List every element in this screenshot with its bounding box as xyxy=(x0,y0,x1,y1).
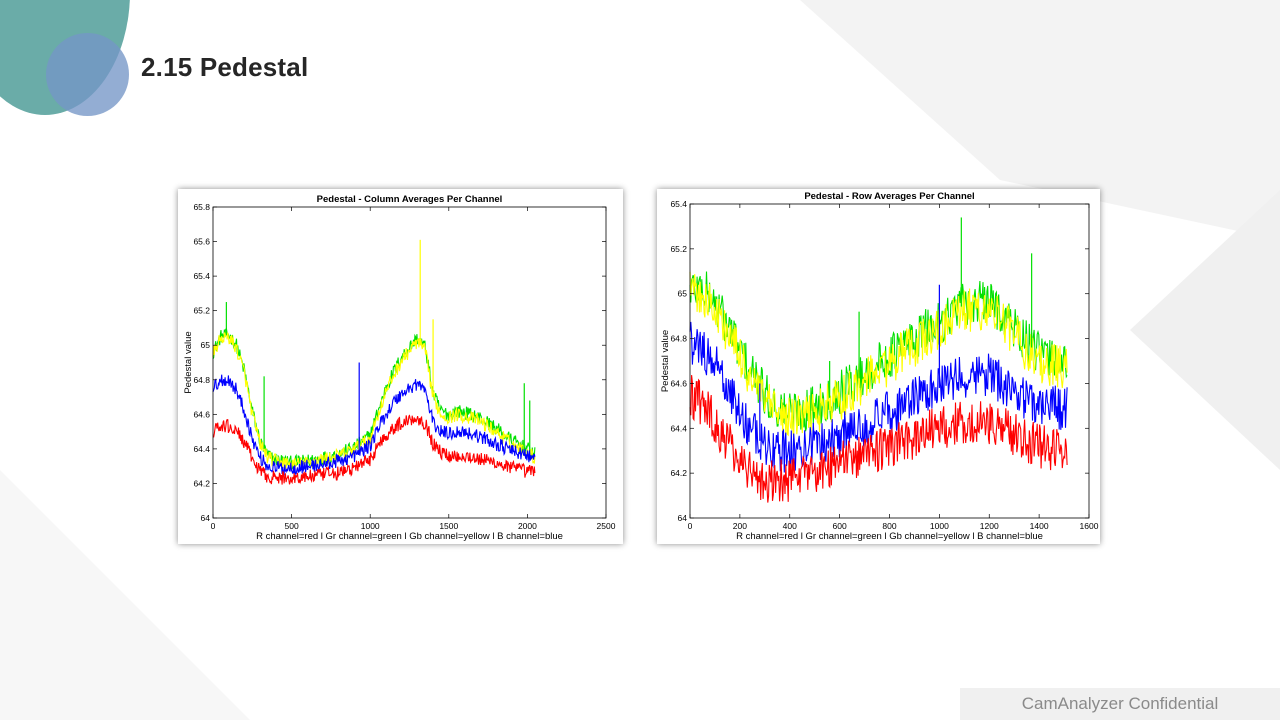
series-line-yellow xyxy=(689,271,1068,437)
x-tick-label: 400 xyxy=(783,521,797,531)
background-shape-top-right xyxy=(800,0,1280,240)
x-tick-label: 600 xyxy=(833,521,847,531)
x-tick-label: 1200 xyxy=(980,521,999,531)
confidential-footer: CamAnalyzer Confidential xyxy=(960,688,1280,720)
x-tick-label: 1000 xyxy=(361,521,380,531)
x-tick-label: 2500 xyxy=(597,521,616,531)
y-tick-label: 65 xyxy=(201,340,211,350)
series-line-red xyxy=(213,414,536,485)
column-averages-chart: Pedestal - Column Averages Per Channel 0 5… xyxy=(178,189,623,544)
series-green xyxy=(212,327,536,470)
y-tick-label: 65 xyxy=(678,289,688,299)
series-red xyxy=(213,414,536,485)
background-shape-right xyxy=(1130,190,1280,470)
series-blue xyxy=(212,374,536,477)
y-tick-label: 64.2 xyxy=(193,478,210,488)
y-tick-label: 64.8 xyxy=(670,334,687,344)
series-yellow xyxy=(689,271,1068,437)
y-tick-label: 64.6 xyxy=(193,409,210,419)
series-line-yellow xyxy=(212,330,536,471)
series-line-blue xyxy=(689,321,1068,473)
x-axis-label: R channel=red l Gr channel=green l Gb ch… xyxy=(256,531,563,542)
x-tick-label: 1400 xyxy=(1030,521,1049,531)
row-averages-plot: Pedestal - Row Averages Per Channel 0 200 4… xyxy=(660,191,1099,542)
row-averages-chart: Pedestal - Row Averages Per Channel 0 200 4… xyxy=(657,189,1100,544)
y-tick-label: 65.2 xyxy=(670,244,687,254)
x-tick-label: 0 xyxy=(211,521,216,531)
x-tick-label: 200 xyxy=(733,521,747,531)
y-tick-label: 65.6 xyxy=(193,237,210,247)
series-line-red xyxy=(689,375,1068,503)
y-tick-label: 65.8 xyxy=(193,202,210,212)
y-tick-label: 64.2 xyxy=(670,468,687,478)
background-shape-bottom-left xyxy=(0,470,250,720)
chart-title: Pedestal - Column Averages Per Channel xyxy=(317,194,503,205)
y-tick-label: 64 xyxy=(201,513,211,523)
y-tick-label: 65.4 xyxy=(193,271,210,281)
y-tick-label: 64.4 xyxy=(193,444,210,454)
slide-title: 2.15 Pedestal xyxy=(141,52,309,82)
y-tick-label: 64 xyxy=(678,513,688,523)
series-line-blue xyxy=(212,374,536,477)
column-averages-plot: Pedestal - Column Averages Per Channel 0 5… xyxy=(183,194,616,542)
chart-title: Pedestal - Row Averages Per Channel xyxy=(804,191,974,202)
series-blue xyxy=(689,321,1068,473)
x-tick-label: 1600 xyxy=(1080,521,1099,531)
x-tick-label: 1500 xyxy=(439,521,458,531)
series-green xyxy=(689,271,1068,432)
plot-box xyxy=(212,206,607,519)
series-red xyxy=(689,375,1068,503)
x-tick-label: 800 xyxy=(882,521,896,531)
series-yellow xyxy=(212,330,536,471)
x-tick-label: 1000 xyxy=(930,521,949,531)
y-axis-label: Pedestal value xyxy=(183,331,194,393)
y-tick-label: 64.6 xyxy=(670,378,687,388)
y-axis-label: Pedestal value xyxy=(660,330,671,392)
y-tick-label: 65.4 xyxy=(670,199,687,209)
y-tick-label: 64.8 xyxy=(193,375,210,385)
x-tick-label: 500 xyxy=(285,521,299,531)
x-tick-label: 2000 xyxy=(518,521,537,531)
x-axis-label: R channel=red l Gr channel=green l Gb ch… xyxy=(736,531,1043,542)
y-tick-label: 65.2 xyxy=(193,306,210,316)
series-line-green xyxy=(212,327,536,470)
decorative-circle-blue xyxy=(46,33,129,116)
x-tick-label: 0 xyxy=(688,521,693,531)
y-tick-label: 64.4 xyxy=(670,423,687,433)
series-line-green xyxy=(689,271,1068,432)
